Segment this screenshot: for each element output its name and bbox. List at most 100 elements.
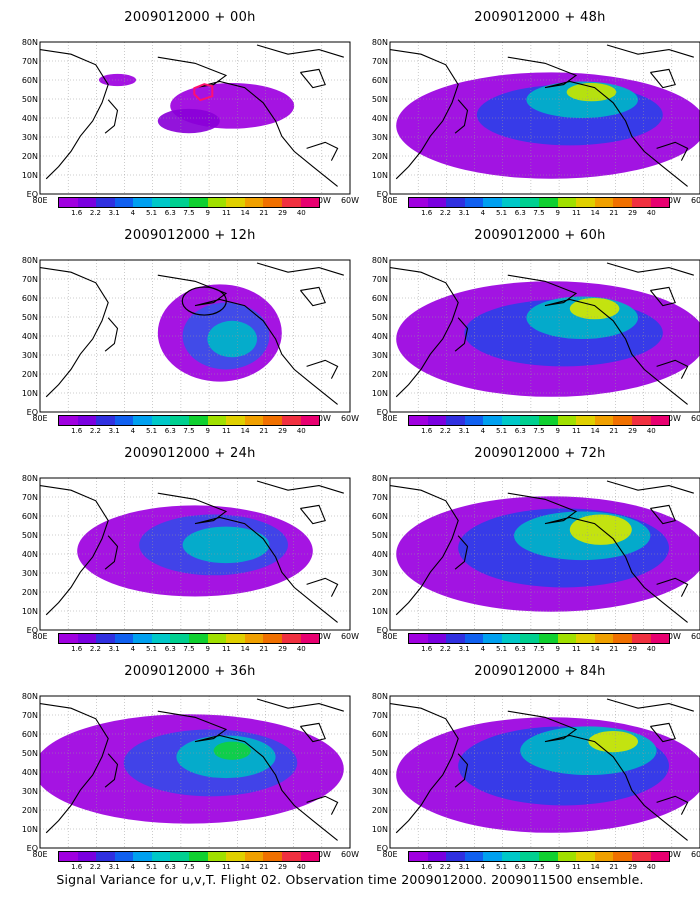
coastline [104, 753, 119, 788]
colorbar-swatch [557, 634, 577, 643]
colorbar-swatch [96, 852, 115, 861]
colorbar-swatch [226, 198, 245, 207]
lat-label: 80N [22, 474, 38, 483]
lat-label: 60N [22, 730, 38, 739]
colorbar-swatch [427, 416, 447, 425]
colorbar-swatch [594, 852, 614, 861]
colorbar-label: 21 [259, 209, 269, 217]
lon-label: 80E [382, 850, 397, 859]
coastline [454, 535, 469, 570]
colorbar-swatch [151, 198, 171, 207]
colorbar-label: 11 [221, 427, 231, 435]
panel-title: 2009012000 + 60h [474, 228, 606, 243]
colorbar-label: 4 [480, 863, 486, 871]
variance-contour [98, 73, 137, 87]
colorbar-swatch [613, 634, 632, 643]
lat-label: 60N [372, 730, 388, 739]
lat-label: 50N [372, 749, 388, 758]
colorbar-label: 9 [205, 427, 210, 435]
colorbar-label: 4 [130, 209, 136, 217]
flight-track-marker [181, 286, 227, 316]
lat-label: 20N [372, 370, 388, 379]
coastline [649, 286, 676, 307]
lat-label: 20N [22, 152, 38, 161]
lon-label: 80E [32, 414, 47, 423]
colorbar-swatch [170, 852, 190, 861]
lat-label: 70N [22, 275, 38, 284]
lat-label: EQ [377, 626, 388, 635]
coastline [157, 56, 338, 187]
colorbar-label: 40 [646, 863, 656, 871]
coastline [256, 44, 344, 58]
colorbar: 1.6 2.2 3.1 4 5.1 6.3 7.5 9 11 14 21 29 40 [408, 197, 670, 218]
colorbar-label: 9 [205, 645, 210, 653]
lat-label: 40N [22, 550, 38, 559]
variance-contour [157, 108, 220, 134]
map-plot: 80N70N60N50N40N30N20N10NEQ80E100E120E140… [372, 38, 700, 205]
coastline [390, 485, 459, 616]
variance-contour [182, 526, 270, 564]
lat-label: 50N [22, 313, 38, 322]
colorbar-swatch [501, 852, 521, 861]
colorbar-swatch [170, 416, 190, 425]
colorbar-label: 3.1 [108, 645, 120, 653]
lat-label: 40N [372, 114, 388, 123]
colorbar-swatch [446, 634, 465, 643]
colorbar-swatch [133, 634, 152, 643]
lat-label: 80N [372, 256, 388, 265]
lat-label: 20N [372, 806, 388, 815]
colorbar-label: 5.1 [495, 645, 508, 653]
colorbar-swatch [244, 852, 264, 861]
colorbar-swatch [281, 416, 301, 425]
lat-label: 10N [372, 389, 388, 398]
colorbar-swatch [300, 198, 320, 207]
panel-title: 2009012000 + 24h [124, 446, 256, 461]
lon-label: 60W [691, 414, 700, 423]
colorbar-label: 3.1 [458, 645, 470, 653]
lat-label: 80N [372, 474, 388, 483]
variance-contour [520, 726, 657, 776]
colorbar-label: 1.6 [71, 863, 83, 871]
colorbar-label: 11 [571, 645, 581, 653]
lat-label: 40N [22, 768, 38, 777]
coastline [656, 359, 689, 379]
coastline [656, 577, 689, 597]
variance-contour [207, 320, 257, 358]
lat-label: 30N [372, 133, 388, 142]
lat-label: 30N [22, 351, 38, 360]
colorbar: 1.6 2.2 3.1 4 5.1 6.3 7.5 9 11 14 21 29 40 [58, 415, 320, 436]
colorbar-label: 11 [571, 209, 581, 217]
lon-label: 80W [313, 196, 331, 205]
colorbar-label: 5.1 [495, 427, 508, 435]
colorbar-label: 6.3 [164, 427, 176, 435]
colorbar-label: 3.1 [108, 863, 120, 871]
coastline [299, 722, 326, 743]
lat-label: 60N [372, 512, 388, 521]
lat-label: 30N [22, 787, 38, 796]
lon-label: 60W [341, 196, 359, 205]
colorbar-label: 6.3 [514, 863, 526, 871]
colorbar-swatch [446, 416, 465, 425]
colorbar-label: 5.1 [145, 209, 158, 217]
colorbar-label: 3.1 [458, 863, 470, 871]
map-plot: 80N70N60N50N40N30N20N10NEQ80E100E120E140… [22, 474, 359, 641]
map-plot: 80N70N60N50N40N30N20N10NEQ80E100E120E140… [372, 474, 700, 641]
colorbar-label: 1.6 [71, 209, 83, 217]
colorbar-label: 9 [555, 209, 560, 217]
colorbar-label: 7.5 [183, 209, 195, 217]
lon-label: 80E [382, 632, 397, 641]
coastline [606, 44, 694, 58]
colorbar-label: 6.3 [514, 427, 526, 435]
colorbar-label: 7.5 [183, 863, 195, 871]
lon-label: 80W [663, 414, 681, 423]
colorbar: 1.6 2.2 3.1 4 5.1 6.3 7.5 9 11 14 21 29 40 [58, 851, 320, 872]
colorbar-label: 11 [221, 209, 231, 217]
colorbar-label: 9 [555, 863, 560, 871]
colorbar-swatch [613, 198, 632, 207]
colorbar-swatch [594, 634, 614, 643]
colorbar-swatch [464, 634, 484, 643]
colorbar-label: 3.1 [458, 427, 470, 435]
colorbar-swatch [464, 198, 484, 207]
colorbar-label: 4 [130, 645, 136, 653]
colorbar-label: 21 [609, 209, 619, 217]
